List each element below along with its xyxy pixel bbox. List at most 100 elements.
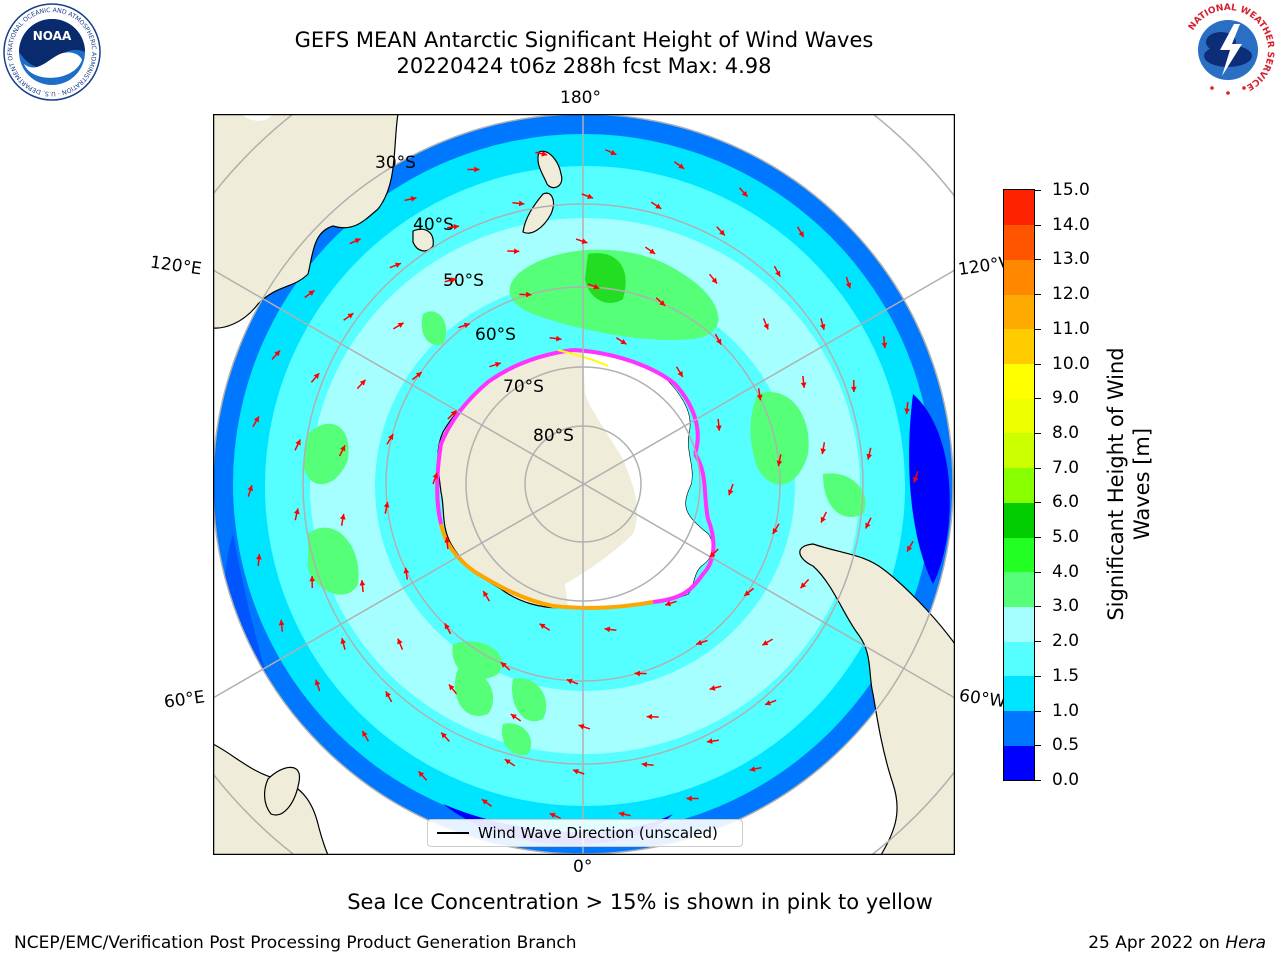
wave-arrow-head <box>772 527 778 534</box>
wave-arrow-head <box>775 270 781 277</box>
wave-arrow-head <box>749 766 756 772</box>
wave-arrow-head <box>256 554 262 560</box>
wave-arrow-head <box>397 322 404 328</box>
wave-arrow-head <box>618 811 625 818</box>
wave-arrow-head <box>665 600 672 607</box>
wave-arrow-head <box>800 382 807 388</box>
wave-arrow-head <box>659 300 666 306</box>
legend-label: Wind Wave Direction (unscaled) <box>478 824 718 842</box>
wave-arrow-head <box>448 684 455 691</box>
colorbar-tick-label: 7.0 <box>1052 457 1080 478</box>
colorbar-tick-label: 11.0 <box>1052 318 1090 339</box>
wave-arrow-head <box>907 545 913 552</box>
colorbar-tick <box>1035 190 1041 191</box>
wave-arrow-head <box>383 501 390 508</box>
wave-arrow-head <box>274 350 281 357</box>
lat-label-60s: 60°S <box>475 325 516 345</box>
colorbar-tick-label: 3.0 <box>1052 596 1080 617</box>
wave-arrow-head <box>444 537 451 543</box>
colorbar-tick-label: 0.0 <box>1052 770 1080 790</box>
wave-arrow-head <box>309 575 316 582</box>
wave-arrow-head <box>394 262 401 268</box>
wave-arrow-head <box>347 313 354 319</box>
wave-arrow-head <box>278 619 285 626</box>
colorbar-tick <box>1035 224 1041 226</box>
colorbar-tick-label: 2.0 <box>1052 631 1080 652</box>
colorbar-tick-label: 15.0 <box>1052 180 1090 200</box>
colorbar-segment <box>1004 190 1034 226</box>
colorbar-tick <box>1035 398 1041 400</box>
wave-arrow-head <box>727 489 734 496</box>
colorbar-tick <box>1035 571 1041 573</box>
lat-label-30s: 30°S <box>375 153 416 173</box>
chart-subtitle: 20220424 t06z 288h fcst Max: 4.98 <box>396 54 772 78</box>
sea-ice <box>435 348 716 610</box>
wave-arrow-head <box>410 196 417 202</box>
colorbar-segment <box>1004 259 1034 295</box>
wave-arrow-head <box>820 448 827 455</box>
wave-arrow-head <box>709 685 716 691</box>
wave-arrow-head <box>593 283 600 290</box>
wave-arrow-head <box>686 795 692 802</box>
colorbar-tick-label: 0.5 <box>1052 735 1080 756</box>
polar-map: 30°S 40°S 50°S 60°S 70°S 80°S <box>213 114 955 855</box>
wave-arrow-head <box>706 738 713 744</box>
colorbar-segment <box>1004 398 1034 434</box>
wave-arrow-head <box>581 238 588 244</box>
wave-arrow-head <box>444 623 450 630</box>
colorbar-segment <box>1004 328 1034 365</box>
wave-arrow-head <box>610 149 617 156</box>
noaa-logo-text: NOAA <box>33 29 72 43</box>
lon-label-120e: 120°E <box>148 252 203 280</box>
wave-arrow-head <box>634 670 640 677</box>
colorbar-tick <box>1035 467 1041 469</box>
wave-arrow-head <box>865 522 871 529</box>
colorbar-title: Significant Height of Wind Waves [m] <box>1104 347 1154 621</box>
colorbar-tick <box>1035 780 1041 781</box>
colorbar-tick <box>1035 675 1041 677</box>
legend-line-swatch <box>437 832 469 834</box>
wave-arrow-head <box>494 361 501 368</box>
colorbar-segment <box>1004 641 1034 677</box>
colorbar-segment <box>1004 606 1034 642</box>
wave-arrow-head <box>441 732 447 739</box>
colorbar-tick-label: 8.0 <box>1052 422 1080 443</box>
wave-arrow-head <box>555 335 562 342</box>
colorbar-tick <box>1035 745 1041 747</box>
colorbar-segment <box>1004 363 1034 399</box>
wave-arrow-head <box>566 678 573 685</box>
lat-label-80s: 80°S <box>533 426 574 446</box>
wave-arrow-head <box>678 163 685 169</box>
wave-arrow-head <box>881 342 888 349</box>
colorbar-tick-label: 6.0 <box>1052 492 1080 513</box>
colorbar-tick-label: 1.5 <box>1052 665 1080 686</box>
wave-arrow-head <box>549 812 556 819</box>
caption: Sea Ice Concentration > 15% is shown in … <box>347 890 933 914</box>
colorbar-tick-label: 5.0 <box>1052 527 1080 548</box>
footer-date: 25 Apr 2022 on Hera <box>1088 933 1266 953</box>
colorbar-tick <box>1035 363 1041 365</box>
wave-arrow-head <box>539 623 546 629</box>
colorbar-tick-label: 10.0 <box>1052 353 1090 374</box>
colorbar-segment <box>1004 224 1034 260</box>
colorbar-tick <box>1035 432 1041 434</box>
lat-label-40s: 40°S <box>413 215 454 235</box>
wave-arrow-head <box>819 324 826 330</box>
wave-arrow-head <box>295 439 301 446</box>
map-legend: Wind Wave Direction (unscaled) <box>427 819 743 847</box>
colorbar-tick-label: 12.0 <box>1052 284 1090 305</box>
nws-logo: NATIONAL WEATHER SERVICE <box>1180 2 1276 98</box>
wave-arrow-head <box>359 580 366 586</box>
wave-arrow-head <box>904 408 910 414</box>
wave-arrow-head <box>526 291 532 298</box>
wave-arrow-head <box>912 476 919 483</box>
wave-arrow-head <box>763 323 769 330</box>
colorbar-tick <box>1035 294 1041 296</box>
footer-date-text: 25 Apr 2022 on <box>1088 933 1220 953</box>
wave-arrow-head <box>247 485 254 492</box>
wave-arrow-head <box>253 416 259 423</box>
wave-arrow-head <box>313 373 320 380</box>
lat-label-70s: 70°S <box>503 377 544 397</box>
wave-arrow-head <box>481 799 488 805</box>
wave-arrow-head <box>463 322 470 329</box>
